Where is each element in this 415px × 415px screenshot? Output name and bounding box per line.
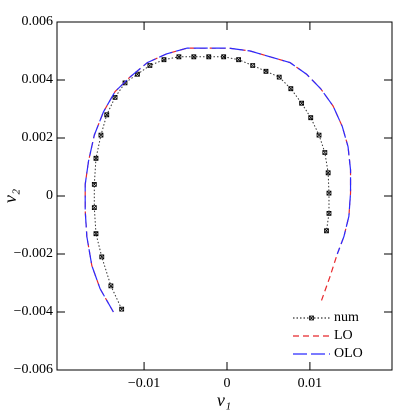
data-point [108,283,114,289]
data-point [98,132,104,138]
data-point [326,211,332,216]
data-point [112,95,118,100]
data-point [324,228,329,234]
data-point [99,254,105,260]
data-point [236,57,241,63]
data-point [147,63,153,68]
x-tick-label: 0.01 [298,376,323,391]
data-point [91,205,97,210]
data-point [161,57,167,63]
data-point [206,54,212,60]
data-point [250,63,256,68]
legend-label: num [334,310,359,325]
data-point [191,54,197,60]
data-point [288,86,294,92]
data-point [325,170,331,176]
data-point [176,54,182,60]
series-line [84,47,352,313]
y-tick-label: 0.004 [22,72,54,87]
y-axis-label: v₂ [0,189,20,203]
legend-label: OLO [334,346,363,361]
series-line [84,47,352,313]
data-point [104,112,110,118]
data-point [316,132,322,138]
data-point [276,74,282,80]
legend-marker [309,315,314,321]
y-tick-label: 0.002 [22,130,54,145]
y-tick-label: 0 [46,188,53,203]
data-point [93,231,99,237]
data-point [221,54,227,60]
data-point [322,150,328,155]
x-tick-label: 0 [223,376,230,391]
data-point [263,68,269,74]
x-axis-label: v₁ [217,390,231,410]
data-point [91,182,97,187]
y-tick-label: 0.006 [22,14,54,29]
x-tick-label: −0.01 [128,376,160,391]
y-tick-label: −0.004 [14,304,53,319]
series-line [93,56,330,310]
data-point [308,115,314,121]
data-point [93,155,99,161]
data-point [299,100,305,106]
y-tick-label: −0.006 [14,362,53,377]
y-tick-label: −0.002 [14,246,53,261]
data-point [119,306,125,312]
data-point [326,190,332,196]
data-point [135,71,140,77]
legend-label: LO [334,328,353,343]
